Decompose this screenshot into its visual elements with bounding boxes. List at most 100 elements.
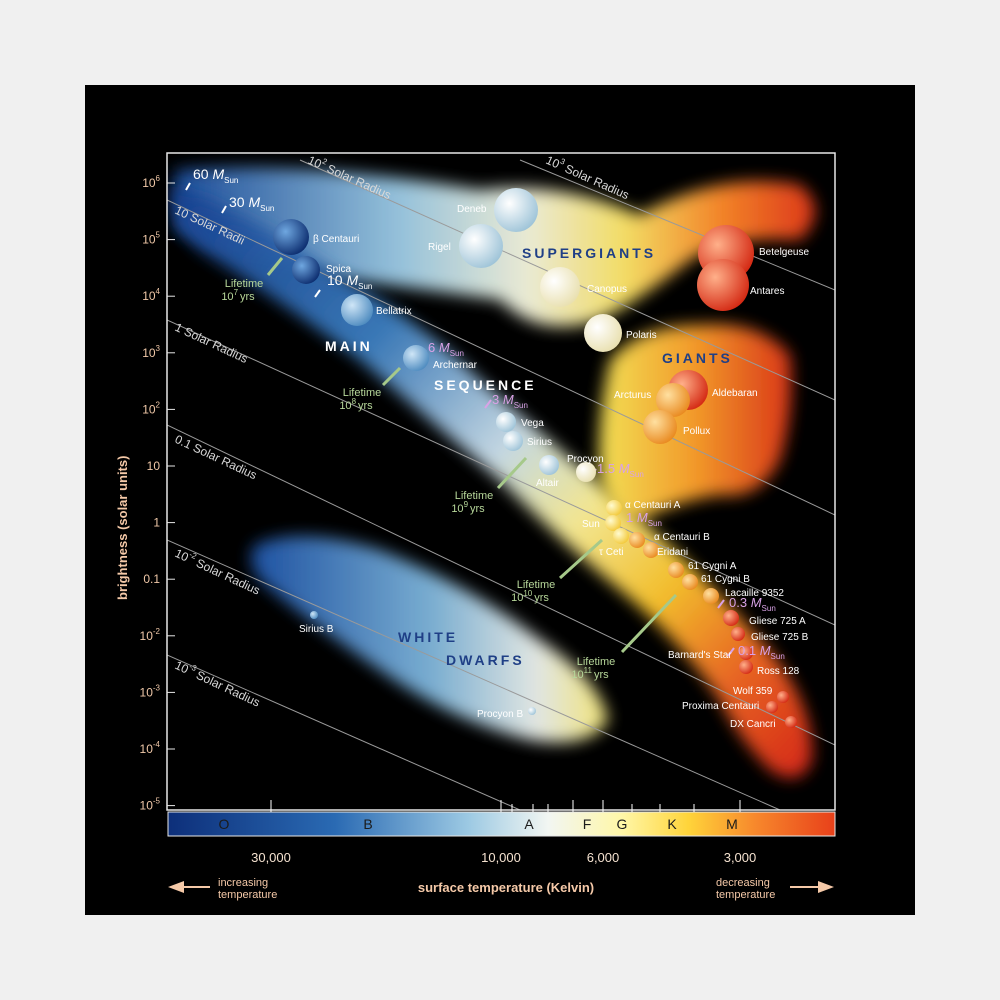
radius-line-10 bbox=[167, 199, 835, 516]
giant-branch-band bbox=[599, 324, 792, 520]
y-tick-label: 104 bbox=[142, 287, 160, 303]
radius-line-1 bbox=[167, 319, 835, 626]
arrow-left-icon bbox=[168, 881, 184, 893]
mass-30: 30 MSun bbox=[229, 194, 274, 213]
label-betelgeuse: Betelgeuse bbox=[759, 247, 809, 258]
star-tau-ceti bbox=[613, 528, 629, 544]
star-ross-128 bbox=[739, 660, 753, 674]
mass-10: 10 MSun bbox=[327, 272, 372, 291]
lifetime-pointer-10 bbox=[558, 538, 604, 580]
label-sirius-b: Sirius B bbox=[299, 624, 334, 635]
region-dwarfs: DWARFS bbox=[446, 652, 525, 668]
star-rigel bbox=[459, 224, 503, 268]
x-tick-3000: 3,000 bbox=[724, 850, 757, 865]
star-altair bbox=[539, 455, 559, 475]
y-tick-label: 106 bbox=[142, 174, 160, 190]
star-labels: β Centauri Spica Bellatrix Archernar Veg… bbox=[299, 204, 809, 730]
mass-60: 60 MSun bbox=[193, 166, 238, 185]
label-alpha-centauri-a: α Centauri A bbox=[625, 500, 681, 511]
region-supergiants: SUPERGIANTS bbox=[522, 245, 656, 261]
label-eridani: Eridani bbox=[657, 547, 688, 558]
star-polaris bbox=[584, 314, 622, 352]
star-archernar bbox=[403, 345, 429, 371]
radius-label-0.1: 0.1 Solar Radius bbox=[173, 432, 259, 482]
label-procyon-b: Procyon B bbox=[477, 709, 523, 720]
label-pollux: Pollux bbox=[683, 426, 710, 437]
star-vega bbox=[496, 412, 516, 432]
star-sirius bbox=[503, 431, 523, 451]
label-sun: Sun bbox=[582, 519, 600, 530]
label-canopus: Canopus bbox=[587, 284, 627, 295]
spectral-f: F bbox=[583, 816, 592, 832]
mass-3: 3 MSun bbox=[492, 392, 528, 410]
lifetime-8: Lifetime 108 yrs bbox=[339, 387, 381, 412]
spectral-o: O bbox=[219, 816, 230, 832]
x-tick-labels: 30,000 10,000 6,000 3,000 bbox=[251, 850, 756, 865]
y-tick-label: 10-3 bbox=[140, 683, 161, 699]
y-tick-label: 10-4 bbox=[140, 740, 161, 756]
region-giants: GIANTS bbox=[662, 350, 733, 366]
label-61-cygni-a: 61 Cygni A bbox=[688, 561, 737, 572]
region-labels: SUPERGIANTS GIANTS MAIN SEQUENCE WHITE D… bbox=[325, 245, 733, 668]
x-axis-footer: increasing temperature surface temperatu… bbox=[168, 877, 834, 901]
label-alpha-centauri-b: α Centauri B bbox=[654, 532, 710, 543]
y-tick-label: 1 bbox=[153, 516, 160, 530]
star-lacaille-9352 bbox=[703, 588, 719, 604]
y-tick-label: 10-2 bbox=[140, 627, 161, 643]
increasing-temperature-line1: increasing bbox=[218, 877, 268, 889]
mass-tick-0.3 bbox=[717, 599, 725, 609]
star-deneb bbox=[494, 188, 538, 232]
label-proxima: Proxima Centauri bbox=[682, 701, 759, 712]
label-sirius: Sirius bbox=[527, 437, 552, 448]
y-axis-title: brightness (solar units) bbox=[115, 456, 130, 600]
y-tick-label: 10 bbox=[147, 459, 161, 473]
radius-label-0.01: 10-2Solar Radius bbox=[173, 544, 263, 597]
y-tick-label: 105 bbox=[142, 231, 160, 247]
lifetime-9: Lifetime 109 yrs bbox=[451, 490, 493, 515]
star-sun bbox=[605, 515, 621, 531]
lifetime-pointer-9 bbox=[496, 456, 528, 490]
star-procyon-b bbox=[528, 707, 536, 715]
mass-0.3: 0.3 MSun bbox=[729, 595, 776, 613]
star-beta-centauri bbox=[273, 219, 309, 255]
x-axis-title: surface temperature (Kelvin) bbox=[418, 880, 594, 895]
spectral-b: B bbox=[363, 816, 372, 832]
star-wolf-359 bbox=[777, 691, 789, 703]
spectral-m: M bbox=[726, 816, 738, 832]
label-procyon: Procyon bbox=[567, 454, 604, 465]
star-alpha-centauri-b bbox=[629, 532, 645, 548]
label-deneb: Deneb bbox=[457, 204, 487, 215]
arrow-right-icon bbox=[818, 881, 834, 893]
label-archernar: Archernar bbox=[433, 360, 478, 371]
spectral-class-labels: O B A F G K M bbox=[219, 816, 738, 832]
spectral-a: A bbox=[524, 816, 534, 832]
spectral-ticks bbox=[270, 800, 741, 812]
x-tick-6000: 6,000 bbox=[587, 850, 620, 865]
mass-labels: 60 MSun 30 MSun 10 MSun 6 MSun 3 MSun 1.… bbox=[193, 166, 785, 661]
star-pollux bbox=[643, 410, 677, 444]
star-procyon bbox=[576, 462, 596, 482]
mass-0.1: 0.1 MSun bbox=[738, 643, 785, 661]
radius-line-0.01 bbox=[167, 539, 781, 810]
star-spica bbox=[292, 256, 320, 284]
main-sequence-band bbox=[171, 185, 813, 778]
mass-1.5: 1.5 MSun bbox=[597, 461, 644, 479]
label-beta-centauri: β Centauri bbox=[313, 234, 359, 245]
white-dwarf-band bbox=[251, 536, 608, 743]
y-tick-label: 102 bbox=[142, 400, 160, 416]
lifetime-pointers bbox=[266, 257, 678, 654]
y-tick-label: 10-5 bbox=[140, 797, 161, 813]
star-antares bbox=[697, 259, 749, 311]
lifetime-pointer-8 bbox=[381, 366, 402, 387]
label-bellatrix: Bellatrix bbox=[376, 306, 412, 317]
increasing-temperature-line2: temperature bbox=[218, 889, 277, 901]
region-white: WHITE bbox=[398, 629, 458, 645]
mass-tick-10 bbox=[314, 289, 321, 298]
region-main: MAIN bbox=[325, 338, 373, 354]
label-61-cygni-b: 61 Cygni B bbox=[701, 574, 750, 585]
label-polaris: Polaris bbox=[626, 330, 657, 341]
lifetime-pointer-7 bbox=[266, 257, 284, 276]
star-arcturus bbox=[656, 383, 690, 417]
